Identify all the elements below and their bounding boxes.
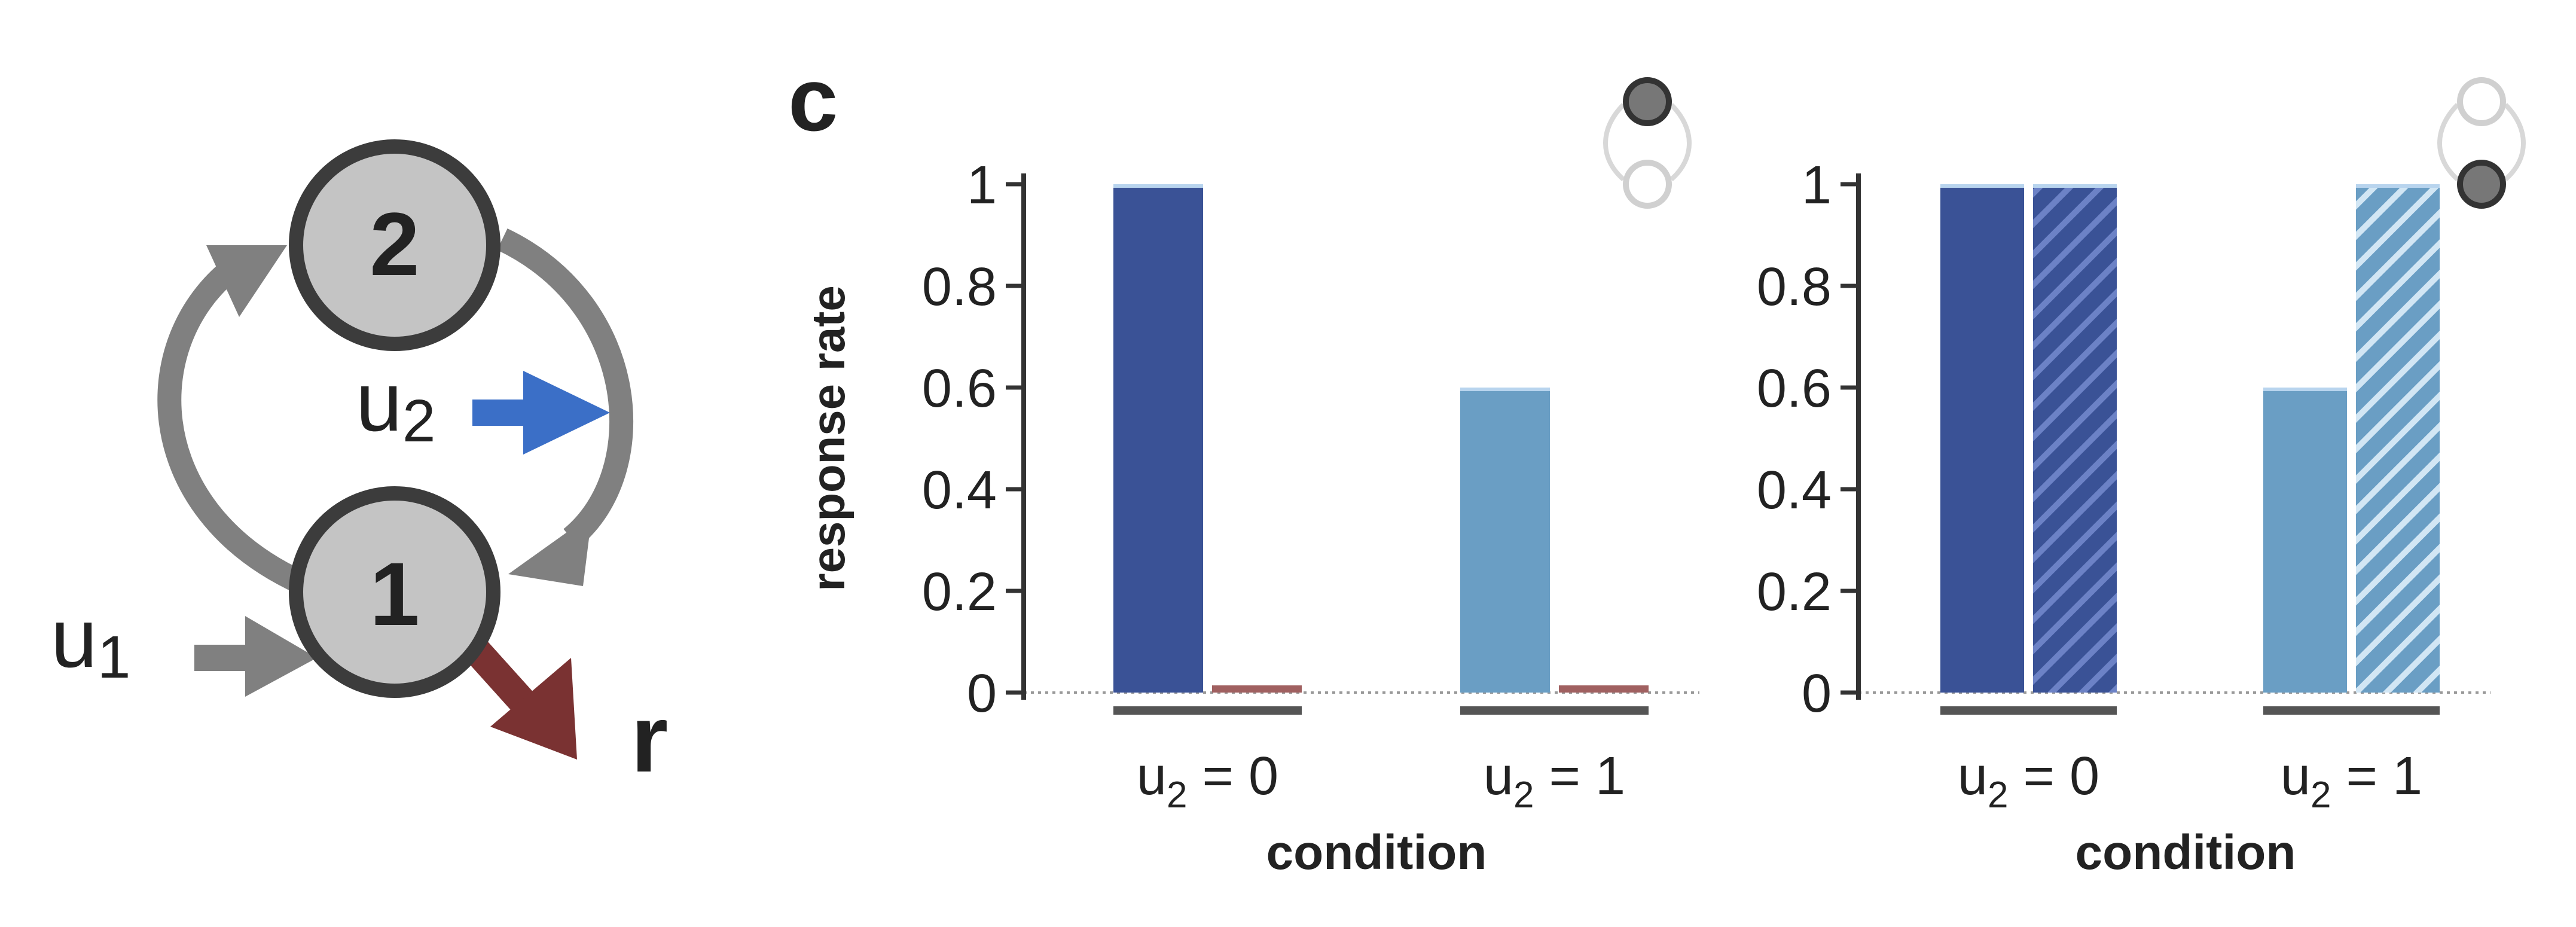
x-axis-label: condition: [1266, 825, 1487, 880]
network-state-icon: [2437, 77, 2526, 209]
bar: [1940, 184, 2024, 693]
node-1-circle: [289, 486, 500, 698]
u2-arrow-head: [523, 371, 610, 455]
arrow-2-to-1: [497, 228, 634, 548]
u2-label-sub: 2: [402, 388, 436, 455]
node-2-label: 2: [370, 194, 419, 294]
u1-label-sub: 1: [97, 624, 131, 691]
y-tick-label: 0.4: [1757, 461, 1832, 520]
chart-right: 0 0.2 0.4 0.6 0.8 1 u2 = 0 u2 = 1 condition: [1757, 77, 2526, 880]
chart-left: 0 0.2 0.4 0.6 0.8 1 response rate u2 = 0 u2 = 1 c…: [802, 77, 1699, 880]
u1-label-base: u: [51, 591, 97, 685]
y-tick-label: 0.8: [1757, 257, 1832, 317]
u1-label: u1: [51, 591, 131, 691]
x-tick-label: u2 = 1: [2281, 746, 2422, 816]
u1-arrow-head: [245, 616, 317, 697]
bar: [1460, 388, 1550, 693]
icon-bottom-node: [1623, 160, 1672, 209]
y-tick-label: 0: [1802, 664, 1832, 724]
y-tick-label: 0.8: [922, 257, 997, 317]
node-1-label: 1: [370, 544, 419, 644]
r-arrow-shaft: [462, 636, 537, 716]
u2-label-base: u: [356, 355, 402, 449]
network-diagram: 2 1 u2 u1 r: [51, 139, 668, 792]
bar: [1113, 184, 1203, 693]
node-2-circle: [289, 139, 500, 351]
arrow-1-to-2: [157, 253, 307, 594]
bar: [1559, 685, 1649, 693]
bar: [1212, 685, 1302, 693]
bar: [2263, 388, 2347, 693]
x-tick-label: u2 = 0: [1958, 746, 2099, 816]
icon-bottom-node: [2457, 160, 2506, 209]
network-state-icon: [1603, 77, 1692, 209]
y-tick-label: 0: [967, 664, 997, 724]
x-tick-label: u2 = 1: [1484, 746, 1625, 816]
x-tick-label: u2 = 0: [1137, 746, 1278, 816]
r-label: r: [631, 685, 668, 792]
y-tick-label: 0.6: [1757, 359, 1832, 419]
y-tick-label: 1: [967, 155, 997, 215]
icon-top-node: [2457, 77, 2506, 126]
y-tick-label: 0.2: [922, 562, 997, 622]
y-tick-label: 1: [1802, 155, 1832, 215]
y-tick-label: 0.2: [1757, 562, 1832, 622]
panel-letter: c: [788, 49, 838, 150]
icon-top-node: [1623, 77, 1672, 126]
u1-arrow-shaft: [194, 645, 251, 671]
r-arrow-head: [490, 658, 577, 760]
y-tick-label: 0.6: [922, 359, 997, 419]
bar: [2356, 184, 2440, 693]
u2-label: u2: [356, 355, 436, 455]
arrow-2-to-1-head: [508, 514, 592, 586]
u2-arrow-shaft: [472, 400, 529, 426]
y-tick-label: 0.4: [922, 461, 997, 520]
bar: [2033, 184, 2117, 693]
arrow-1-to-2-head: [206, 245, 287, 317]
y-axis-label: response rate: [802, 285, 854, 591]
x-axis-label: condition: [2076, 825, 2296, 880]
